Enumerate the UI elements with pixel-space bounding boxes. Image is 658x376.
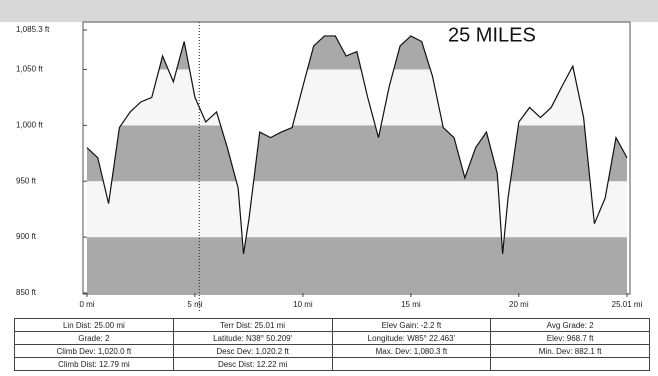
table-cell: Lin Dist: 25.00 mi [15, 319, 174, 332]
y-tick-label: 950 ft [16, 176, 37, 185]
y-tick-label: 900 ft [16, 232, 37, 241]
header-band [0, 0, 658, 22]
table-cell: Elev: 968.7 ft [491, 332, 650, 345]
table-cell: Climb Dev: 1,020.0 ft [15, 345, 174, 358]
x-tick-label: 5 mi [187, 300, 202, 309]
table-cell [491, 358, 650, 371]
table-cell: Longitude: W85° 22.463' [332, 332, 491, 345]
elevation-band [87, 125, 627, 181]
elevation-band [87, 237, 627, 293]
x-tick-label: 10 mi [293, 300, 313, 309]
x-tick-label: 20 mi [509, 300, 529, 309]
table-cell [332, 358, 491, 371]
table-cell: Elev Gain: -2.2 ft [332, 319, 491, 332]
table-cell: Avg Grade: 2 [491, 319, 650, 332]
x-tick-label: 25.01 mi [612, 300, 643, 309]
page: 25 MILES 850 ft 900 ft 950 ft 1,000 ft 1,050… [0, 0, 658, 376]
table-cell: Desc Dev: 1,020.2 ft [173, 345, 332, 358]
y-tick-label: 1,000 ft [16, 120, 43, 129]
table-cell: Min. Dev: 882.1 ft [491, 345, 650, 358]
table-cell: Grade: 2 [15, 332, 174, 345]
table-cell: Latitude: N38° 50.209' [173, 332, 332, 345]
chart: 25 MILES 850 ft 900 ft 950 ft 1,000 ft 1,050… [0, 0, 658, 318]
table-cell: Desc Dist: 12.22 mi [173, 358, 332, 371]
chart-title: 25 MILES [448, 24, 536, 46]
elevation-band [87, 181, 627, 237]
table-cell: Climb Dist: 12.79 mi [15, 358, 174, 371]
table-cell: Max. Dev: 1,080.3 ft [332, 345, 491, 358]
y-tick-label: 850 ft [16, 288, 37, 297]
y-tick-label: 1,085.3 ft [16, 25, 50, 34]
y-tick-label: 1,050 ft [16, 65, 43, 74]
x-tick-label: 15 mi [401, 300, 421, 309]
x-tick-label: 0 mi [79, 300, 94, 309]
table-cell: Terr Dist: 25.01 mi [173, 319, 332, 332]
